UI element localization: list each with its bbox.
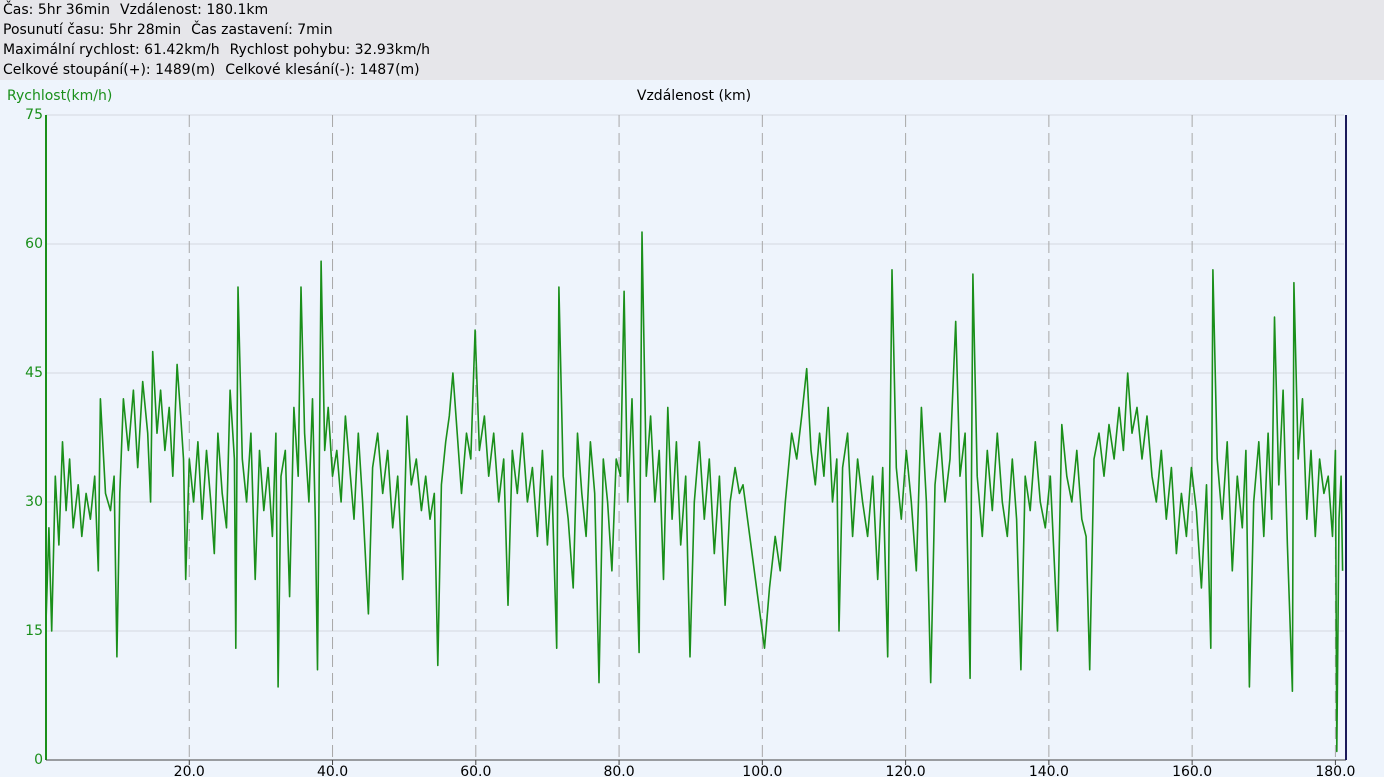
stats-header: Čas: 5hr 36min Vzdálenost: 180.1km Posunut… xyxy=(0,0,1384,80)
speed-line xyxy=(45,231,1344,753)
x-axis-title: Vzdálenost (km) xyxy=(637,88,751,104)
stat: Celkové klesání(-): 1487(m) xyxy=(225,62,420,78)
x-tick-label: 120.0 xyxy=(886,764,926,777)
y-tick-label: 15 xyxy=(25,623,43,639)
y-tick-label: 45 xyxy=(25,365,43,381)
stats-line: Maximální rychlost: 61.42km/h Rychlost po… xyxy=(3,40,440,60)
x-tick-label: 40.0 xyxy=(317,764,348,777)
y-tick-label: 60 xyxy=(25,236,43,252)
x-tick-label: 80.0 xyxy=(603,764,634,777)
stats-line: Posunutí času: 5hr 28min Čas zastavení: 7… xyxy=(3,20,343,40)
stat: Rychlost pohybu: 32.93km/h xyxy=(229,42,431,58)
x-tick-label: 100.0 xyxy=(742,764,782,777)
stat: Vzdálenost: 180.1km xyxy=(120,2,269,18)
stats-line: Celkové stoupání(+): 1489(m) Celkové kles… xyxy=(3,60,430,80)
x-tick-label: 180.0 xyxy=(1315,764,1355,777)
y-tick-label: 75 xyxy=(25,107,43,123)
stat: Čas: 5hr 36min xyxy=(3,2,111,18)
x-tick-label: 60.0 xyxy=(460,764,491,777)
stat: Posunutí času: 5hr 28min xyxy=(3,22,182,38)
x-tick-label: 160.0 xyxy=(1172,764,1212,777)
x-tick-label: 140.0 xyxy=(1029,764,1069,777)
y-axis-title: Rychlost(km/h) xyxy=(7,88,112,104)
y-tick-label: 30 xyxy=(25,494,43,510)
y-tick-label: 0 xyxy=(34,752,43,768)
stat: Celkové stoupání(+): 1489(m) xyxy=(3,62,216,78)
x-tick-label: 20.0 xyxy=(174,764,205,777)
stat: Maximální rychlost: 61.42km/h xyxy=(3,42,220,58)
stat: Čas zastavení: 7min xyxy=(191,22,333,38)
stats-line: Čas: 5hr 36min Vzdálenost: 180.1km xyxy=(3,0,278,20)
